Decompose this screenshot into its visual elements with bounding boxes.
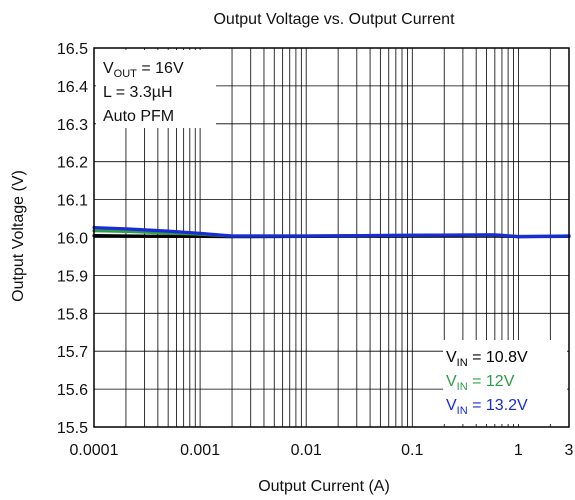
plot-frame xyxy=(93,47,570,428)
y-tick-label: 15.7 xyxy=(57,344,88,361)
y-tick-label: 16.2 xyxy=(57,155,88,172)
series-group xyxy=(92,226,571,239)
condition-inductance: L = 3.3µH xyxy=(103,84,173,101)
conditions-background xyxy=(96,50,216,128)
y-tick-label: 15.6 xyxy=(57,382,88,399)
x-tick-label: 1 xyxy=(514,442,523,459)
x-tick-label: 0.0001 xyxy=(70,442,119,459)
series-line-3 xyxy=(92,226,571,239)
y-tick-label: 16.3 xyxy=(57,117,88,134)
y-tick-label: 16.0 xyxy=(57,231,88,248)
x-tick-label: 0.001 xyxy=(180,442,220,459)
conditions-box: VOUT = 16V L = 3.3µH Auto PFM xyxy=(96,50,216,128)
condition-mode: Auto PFM xyxy=(103,108,174,125)
y-tick-label: 15.5 xyxy=(57,420,88,437)
x-tick-label: 0.01 xyxy=(291,442,322,459)
condition-vout: VOUT = 16V xyxy=(103,60,184,80)
y-tick-label: 15.9 xyxy=(57,268,88,285)
legend-entry-2: VIN = 12V xyxy=(446,373,515,393)
y-tick-label: 15.8 xyxy=(57,306,88,323)
x-tick-labels: 0.0001 0.001 0.01 0.1 1 3 xyxy=(70,442,574,459)
legend: VIN = 10.8V VIN = 12V VIN = 13.2V xyxy=(443,340,567,424)
y-tick-label: 16.4 xyxy=(57,79,88,96)
legend-entry-1: VIN = 10.8V xyxy=(446,349,528,369)
y-tick-label: 16.5 xyxy=(57,41,88,58)
chart-title: Output Voltage vs. Output Current xyxy=(213,11,455,28)
y-axis-label: Output Voltage (V) xyxy=(10,170,27,302)
y-tick-label: 16.1 xyxy=(57,193,88,210)
legend-entry-3: VIN = 13.2V xyxy=(446,397,528,417)
x-tick-label: 0.1 xyxy=(401,442,423,459)
x-tick-label: 3 xyxy=(565,442,574,459)
legend-background xyxy=(443,340,567,424)
y-tick-labels: 15.5 15.6 15.7 15.8 15.9 16.0 16.1 16.2 16.3 16.4… xyxy=(57,41,88,437)
x-axis-label: Output Current (A) xyxy=(258,478,390,495)
